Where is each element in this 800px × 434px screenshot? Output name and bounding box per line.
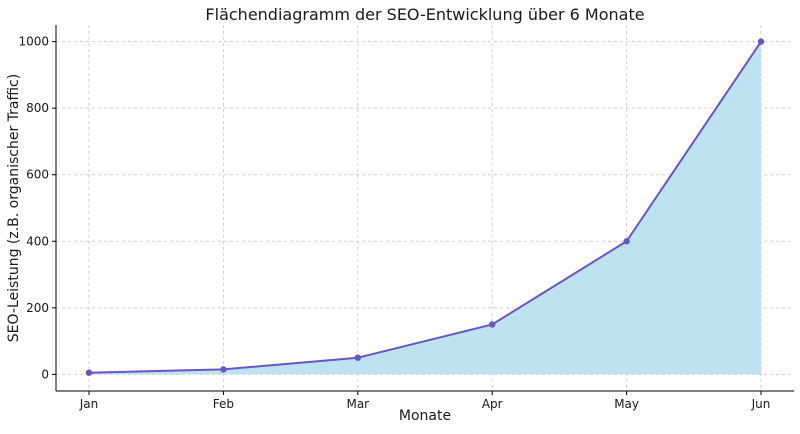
x-tick-label: Apr	[482, 397, 503, 411]
marker-layer	[85, 38, 765, 376]
chart-title: Flächendiagramm der SEO-Entwicklung über…	[205, 5, 644, 24]
x-tick-label: May	[614, 397, 639, 411]
x-tick-label: Feb	[213, 397, 234, 411]
y-tick-label: 0	[41, 367, 49, 381]
x-tick-label: Jun	[751, 397, 771, 411]
data-point-apr	[489, 321, 496, 328]
data-point-jan	[85, 369, 93, 376]
y-tick-label: 200	[26, 301, 49, 315]
axes: 0 200 400 600 800 1000 Jan Feb Mar Apr May Jun	[18, 25, 794, 411]
area-layer	[89, 41, 761, 375]
area-fill	[89, 41, 761, 375]
series-line	[88, 41, 762, 374]
x-tick-label: Mar	[346, 397, 369, 411]
line-layer	[88, 41, 762, 374]
y-tick-label: 400	[26, 234, 49, 248]
data-point-feb	[220, 366, 227, 373]
y-tick-label: 600	[26, 168, 49, 182]
data-point-jun	[757, 38, 765, 45]
data-point-may	[623, 238, 630, 245]
x-tick-label: Jan	[79, 397, 99, 411]
y-tick-label: 800	[26, 101, 49, 115]
y-axis-title: SEO-Leistung (z.B. organischer Traffic)	[6, 74, 22, 342]
labels: Flächendiagramm der SEO-Entwicklung über…	[6, 5, 645, 424]
data-point-mar	[354, 354, 361, 361]
y-tick-label: 1000	[18, 35, 49, 49]
x-axis-title: Monate	[399, 408, 451, 424]
